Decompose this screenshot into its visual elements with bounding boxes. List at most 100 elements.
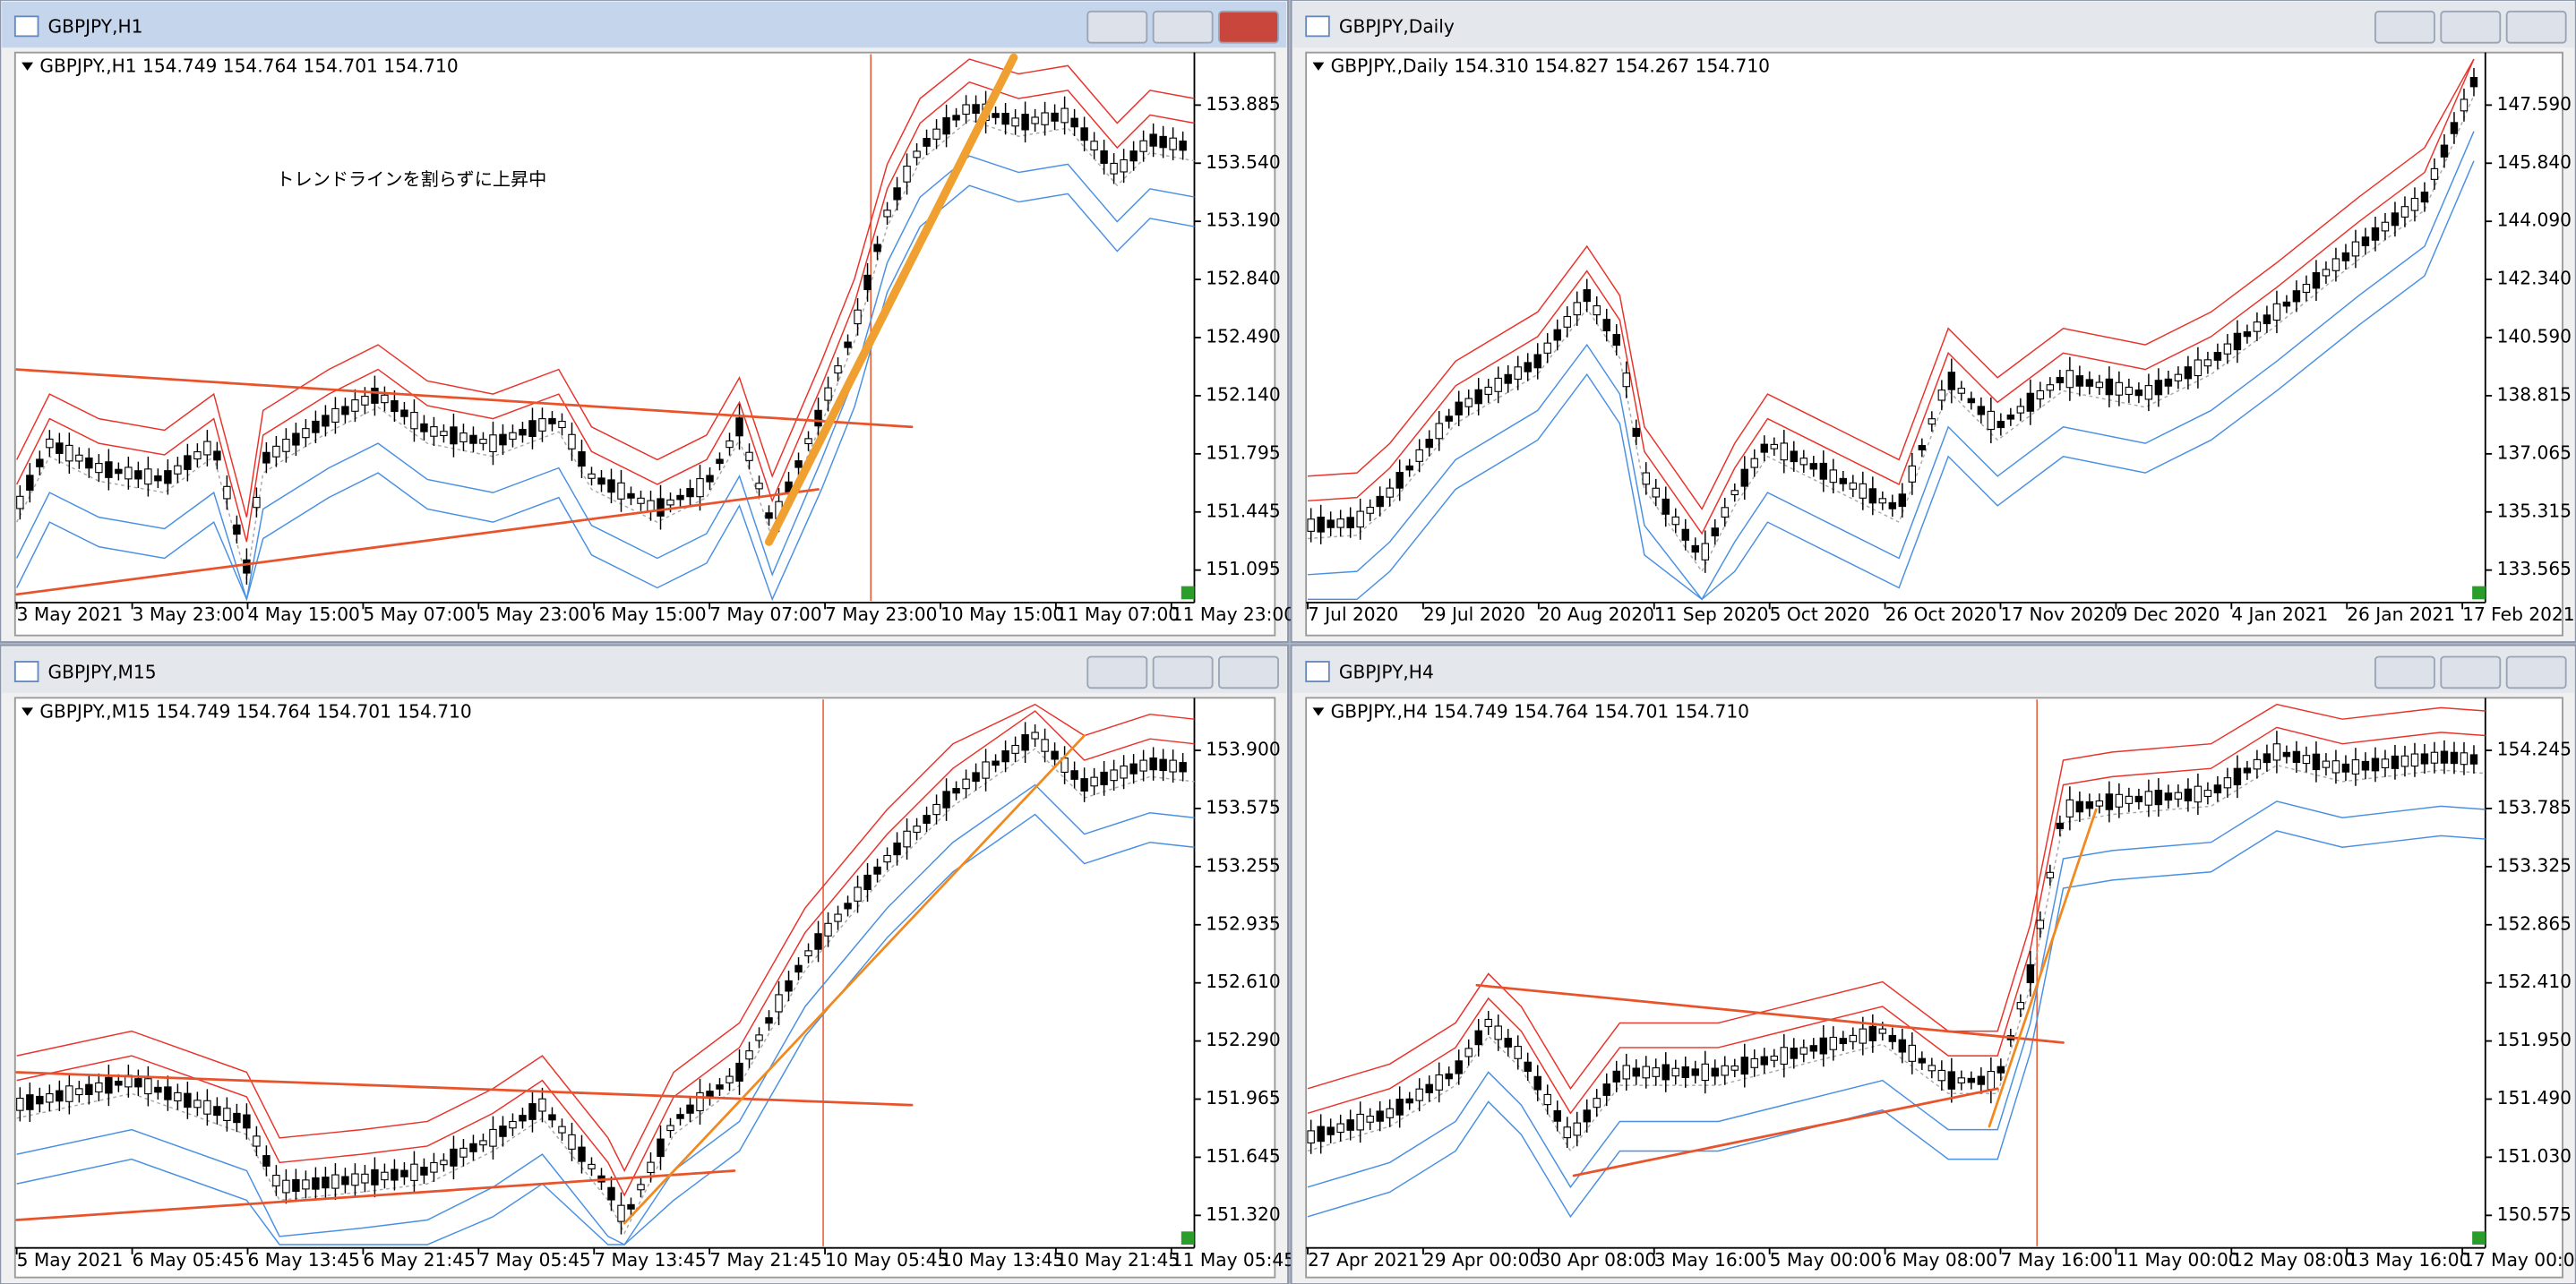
time-label: 6 May 13:45 xyxy=(247,1249,359,1271)
price-label: 133.565 xyxy=(2497,558,2572,579)
candle-body xyxy=(1100,771,1108,785)
maximize-button[interactable] xyxy=(1152,10,1214,44)
minimize-button[interactable] xyxy=(2374,655,2435,689)
band-upper-outer xyxy=(1307,58,2475,510)
candle-body xyxy=(548,1114,556,1121)
close-button[interactable] xyxy=(2505,655,2567,689)
candle-body xyxy=(2184,788,2193,801)
maximize-button[interactable] xyxy=(2440,10,2502,44)
candle-body xyxy=(637,497,645,504)
candle-body xyxy=(292,432,300,446)
candle-body xyxy=(686,488,694,498)
time-label: 5 May 23:00 xyxy=(478,603,590,625)
candle-body xyxy=(440,431,448,437)
candle-body xyxy=(1839,477,1848,484)
candle-body xyxy=(1327,1126,1335,1135)
candle-body xyxy=(1464,1048,1473,1057)
price-label: 152.865 xyxy=(2497,912,2572,934)
candle-body xyxy=(56,442,64,454)
candle-body xyxy=(1533,354,1541,369)
candle-body xyxy=(1120,158,1128,173)
minimize-button[interactable] xyxy=(2374,10,2435,44)
candle-body xyxy=(46,1092,54,1103)
price-label: 153.885 xyxy=(1206,93,1280,115)
price-label: 151.030 xyxy=(2497,1145,2572,1167)
candle-body xyxy=(371,387,379,404)
candle-body xyxy=(341,406,349,415)
candle-body xyxy=(1730,1065,1739,1071)
candle-body xyxy=(883,854,891,863)
candle-body xyxy=(942,791,950,809)
candle-body xyxy=(1977,406,1986,415)
candle-body xyxy=(2125,795,2134,804)
candle-body xyxy=(391,400,399,413)
candle-body xyxy=(1583,289,1591,303)
close-button[interactable] xyxy=(2505,10,2567,44)
candle-body xyxy=(1041,112,1049,125)
candle-body xyxy=(775,994,783,1013)
candle-body xyxy=(1573,302,1581,316)
candle-body xyxy=(696,478,704,498)
candle-body xyxy=(1888,501,1897,509)
candle-body xyxy=(2134,795,2143,803)
minimize-button[interactable] xyxy=(1086,655,1148,689)
candle-body xyxy=(1780,1047,1789,1066)
price-label: 153.190 xyxy=(1206,210,1280,231)
candle-body xyxy=(578,451,586,467)
candle-body xyxy=(105,1076,113,1094)
candle-body xyxy=(2115,793,2124,808)
title-bar xyxy=(1292,646,2574,693)
candle-body xyxy=(1080,127,1088,141)
candle-body xyxy=(1918,1057,1927,1064)
candle-body xyxy=(2233,767,2242,786)
candle-body xyxy=(814,933,822,950)
candle-body xyxy=(85,1083,93,1095)
price-label: 140.590 xyxy=(2497,326,2572,347)
candle-body xyxy=(952,115,960,121)
candle-body xyxy=(1849,482,1858,490)
candle-body xyxy=(1149,133,1157,147)
candle-body xyxy=(2253,758,2262,770)
price-label: 135.315 xyxy=(2497,500,2572,521)
candle-body xyxy=(479,438,487,444)
candle-body xyxy=(1129,150,1138,162)
window-icon xyxy=(1305,15,1330,38)
price-label: 152.840 xyxy=(1206,268,1280,289)
candle-body xyxy=(105,461,113,478)
candle-body xyxy=(568,1134,576,1150)
candle-body xyxy=(1947,1071,1956,1090)
maximize-button[interactable] xyxy=(2440,655,2502,689)
time-label: 26 Jan 2021 xyxy=(2347,603,2455,625)
candle-body xyxy=(1977,1075,1986,1085)
band-upper-inner xyxy=(16,81,1195,543)
candle-body xyxy=(2469,76,2478,88)
close-button[interactable] xyxy=(1218,655,1279,689)
candle-body xyxy=(2006,414,2015,420)
candle-body xyxy=(2134,389,2143,397)
candle-body xyxy=(588,1163,596,1169)
price-label: 151.320 xyxy=(1206,1203,1280,1225)
candle-body xyxy=(2203,790,2212,797)
candle-body xyxy=(794,460,803,468)
candle-body xyxy=(302,428,310,439)
candle-body xyxy=(1435,423,1443,440)
time-label: 4 Jan 2021 xyxy=(2231,603,2328,625)
candle-body xyxy=(745,1050,753,1060)
close-button[interactable] xyxy=(1218,10,1279,44)
info-arrow xyxy=(1312,62,1325,71)
candle-body xyxy=(95,463,103,474)
candle-body xyxy=(893,187,901,201)
candle-body xyxy=(716,458,724,465)
candle-body xyxy=(312,1177,320,1190)
candle-body xyxy=(597,477,605,485)
trend-line xyxy=(15,1169,736,1221)
candle-body xyxy=(1504,1037,1512,1048)
candle-body xyxy=(824,387,832,401)
title-bar xyxy=(2,646,1287,693)
maximize-button[interactable] xyxy=(1152,655,1214,689)
time-label: 4 May 15:00 xyxy=(247,603,359,625)
candle-body xyxy=(607,479,615,493)
minimize-button[interactable] xyxy=(1086,10,1148,44)
candle-body xyxy=(2056,376,2065,384)
candle-body xyxy=(292,1178,300,1193)
